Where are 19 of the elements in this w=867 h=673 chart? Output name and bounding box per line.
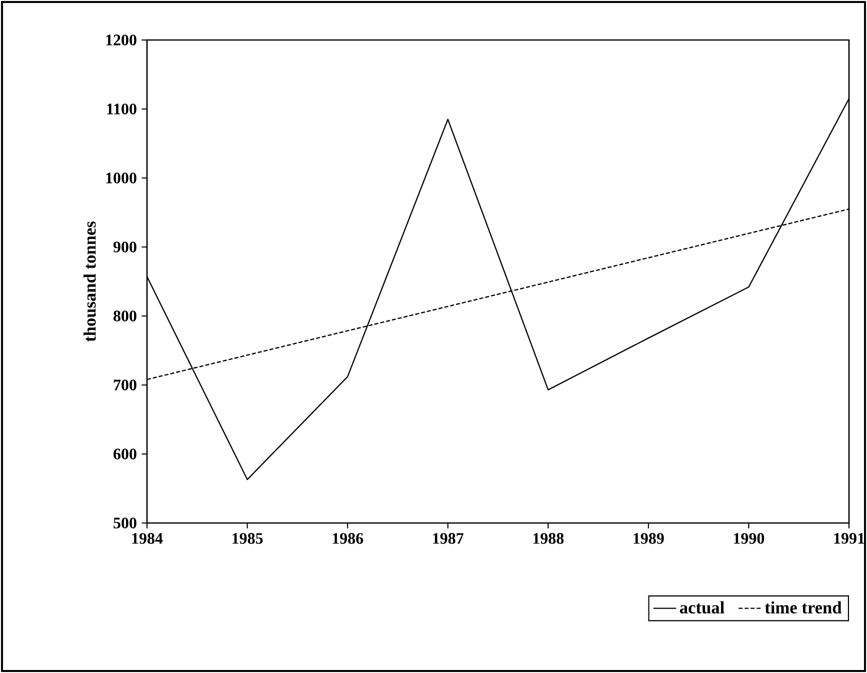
x-tick-label: 1991 — [834, 533, 864, 544]
x-tick-label: 1989 — [634, 533, 664, 544]
y-tick-label: 1000 — [106, 172, 136, 184]
y-tick-label: 1200 — [106, 34, 136, 46]
y-tick-label: 800 — [114, 310, 136, 322]
x-tick-label: 1987 — [433, 533, 464, 544]
y-tick-label: 900 — [113, 242, 136, 252]
x-tick-label: 1990 — [734, 533, 764, 544]
y-tick-label: 600 — [114, 448, 136, 460]
x-tick-label: 1984 — [132, 533, 163, 544]
legend-label: time trend — [764, 601, 842, 614]
y-tick-label: 1100 — [107, 104, 136, 114]
y-tick-label: 700 — [114, 380, 136, 390]
y-tick-label: 500 — [114, 518, 136, 528]
x-tick-label: 1986 — [332, 533, 364, 544]
legend-label: actual — [680, 601, 724, 614]
x-tick-label: 1988 — [533, 533, 564, 544]
x-tick-label: 1985 — [232, 533, 263, 544]
y-axis-title: thousand tonnes — [84, 221, 96, 342]
